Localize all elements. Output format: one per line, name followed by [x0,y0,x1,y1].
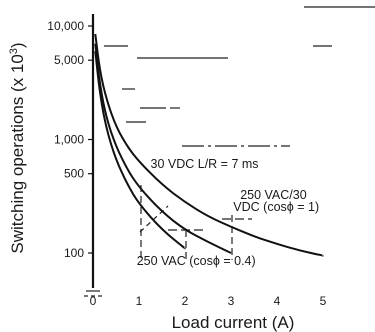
curve-3 [94,51,186,250]
curves [94,33,324,257]
y-tick-label: 500 [64,167,84,181]
curve-2 [94,43,232,254]
y-tick-label: 10,000 [47,19,84,33]
annotation: 250 VAC (cosϕ = 0.4) [137,254,256,268]
y-tick-labels: 100 500 1,000 5,000 10,000 [47,19,93,260]
y-tick-label: 5,000 [54,53,84,67]
annotation: 250 VAC/30 [240,188,307,202]
x-tick-label: 4 [274,294,281,308]
annotation: VDC (cosϕ = 1) [233,200,319,214]
x-tick-label: 0 [90,294,97,308]
x-tick-label: 3 [228,294,235,308]
x-tick-label: 1 [136,294,143,308]
y-axis-title-sup: 3 [8,48,20,54]
curve-1 [94,33,324,257]
y-tick-label: 100 [64,246,84,260]
x-tick-labels: 0 1 2 3 4 5 [90,294,327,308]
annotation: 30 VDC L/R = 7 ms [151,157,259,171]
y-axis-title-main: Switching operations (x 10 [8,54,27,253]
x-axis-title: Load current (A) [172,313,295,332]
x-tick-label: 2 [182,294,189,308]
x-tick-label: 5 [320,294,327,308]
y-tick-label: 1,000 [54,133,84,147]
y-axis-title-end: ) [8,42,27,48]
scan-artifacts [84,6,375,297]
y-axis-title: Switching operations (x 103) [8,42,27,253]
